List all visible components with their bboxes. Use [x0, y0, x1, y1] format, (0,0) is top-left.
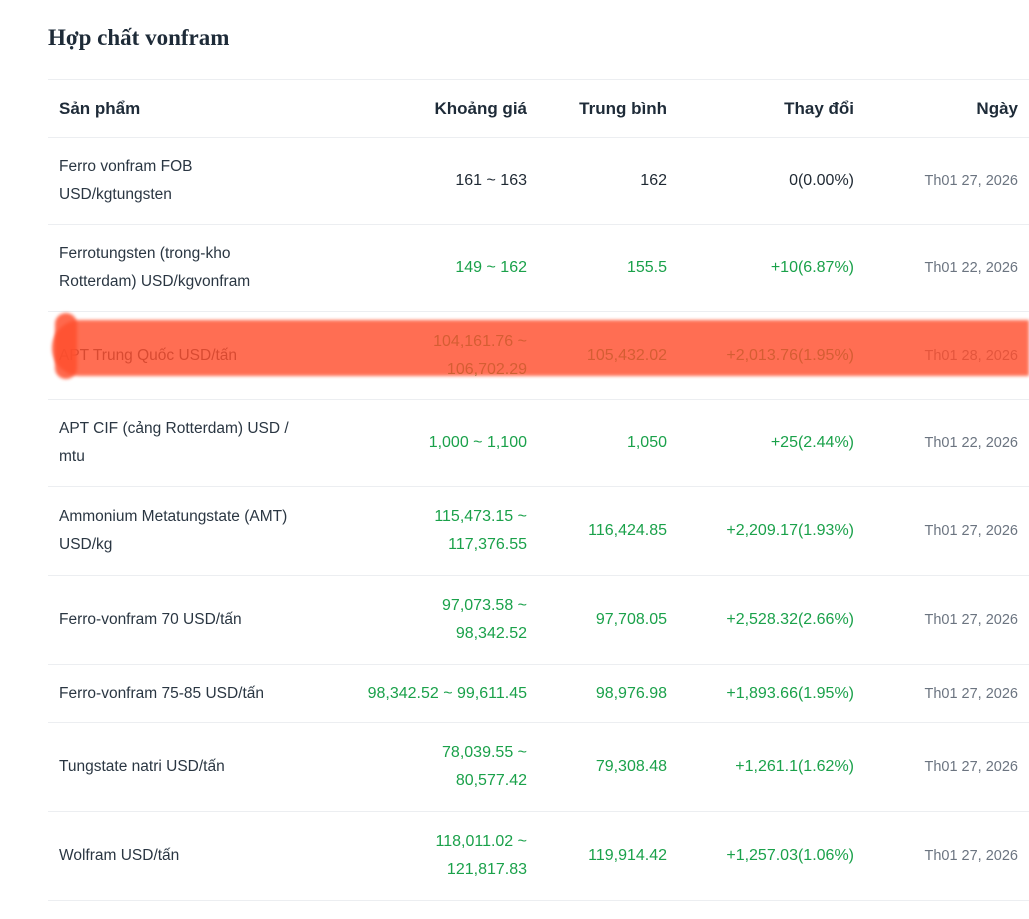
- price-range: 97,073.58 ~98,342.52: [442, 597, 527, 642]
- product-name[interactable]: APT Trung Quốc USD/tấn: [59, 346, 238, 364]
- price-range: 161 ~ 163: [455, 172, 527, 189]
- product-name[interactable]: Tungstate natri USD/tấn: [59, 758, 225, 775]
- product-name[interactable]: Ferrotungsten (trong-kho Rotterdam) USD/k…: [59, 245, 251, 290]
- table-row-highlighted[interactable]: APT Trung Quốc USD/tấn 104,161.76 ~106,7…: [48, 311, 1029, 399]
- table-row[interactable]: Ferrotungsten (trong-kho Rotterdam) USD/k…: [48, 224, 1029, 311]
- header-date: Ngày: [976, 98, 1018, 118]
- price-change: +2,528.32(2.66%): [726, 611, 854, 628]
- section-title: Hợp chất vonfram: [48, 25, 230, 50]
- price-range: 78,039.55 ~80,577.42: [442, 744, 527, 789]
- average-price: 79,308.48: [595, 758, 667, 775]
- product-name[interactable]: APT CIF (cảng Rotterdam) USD / mtu: [59, 420, 289, 465]
- average-price: 119,914.42: [588, 847, 667, 864]
- average-price: 98,976.98: [595, 684, 667, 702]
- average-price: 155.5: [626, 259, 667, 276]
- price-range: 149 ~ 162: [455, 259, 527, 276]
- price-change: +1,261.1(1.62%): [735, 758, 854, 775]
- price-change: +2,013.76(1.95%): [726, 346, 854, 364]
- price-change: +1,893.66(1.95%): [726, 684, 854, 702]
- product-name[interactable]: Ammonium Metatungstate (AMT) USD/kg: [59, 508, 288, 553]
- price-range: 118,011.02 ~121,817.83: [435, 833, 528, 878]
- header-price-range: Khoảng giá: [434, 98, 527, 118]
- product-name[interactable]: Ferro-vonfram 75-85 USD/tấn: [59, 684, 265, 702]
- price-date: Th01 27, 2026: [924, 848, 1018, 864]
- table-header: Sản phẩm Khoảng giá Trung bình Thay đổi …: [48, 79, 1029, 137]
- table-row[interactable]: Ferro-vonfram 75-85 USD/tấn 98,342.52 ~ …: [48, 664, 1029, 722]
- table-row[interactable]: APT CIF (cảng Rotterdam) USD / mtu 1,000 …: [48, 399, 1029, 486]
- table-row[interactable]: Wolfram USD/tấn 118,011.02 ~121,817.83 1…: [48, 811, 1029, 901]
- price-date: Th01 22, 2026: [924, 260, 1018, 276]
- product-name[interactable]: Wolfram USD/tấn: [59, 847, 180, 864]
- table-row[interactable]: Ferro-vonfram 70 USD/tấn 97,073.58 ~98,3…: [48, 575, 1029, 664]
- product-name[interactable]: Ferro vonfram FOB USD/kgtungsten: [59, 158, 193, 203]
- price-change: 0(0.00%): [789, 172, 854, 189]
- header-product: Sản phẩm: [59, 98, 141, 118]
- price-date: Th01 22, 2026: [924, 435, 1018, 451]
- header-average: Trung bình: [579, 98, 667, 118]
- price-change: +2,209.17(1.93%): [726, 522, 854, 539]
- average-price: 162: [640, 172, 667, 189]
- price-date: Th01 27, 2026: [924, 759, 1018, 775]
- price-range: 1,000 ~ 1,100: [428, 434, 527, 451]
- price-date: Th01 27, 2026: [924, 173, 1018, 189]
- price-date: Th01 27, 2026: [924, 612, 1018, 628]
- price-table: Sản phẩm Khoảng giá Trung bình Thay đổi …: [48, 79, 1029, 901]
- table-row[interactable]: Ammonium Metatungstate (AMT) USD/kg 115,4…: [48, 486, 1029, 575]
- price-date: Th01 27, 2026: [924, 685, 1018, 702]
- average-price: 97,708.05: [595, 611, 667, 628]
- price-change: +10(6.87%): [770, 259, 854, 276]
- product-name[interactable]: Ferro-vonfram 70 USD/tấn: [59, 611, 242, 628]
- price-range: 104,161.76 ~106,702.29: [433, 332, 527, 378]
- average-price: 1,050: [626, 434, 667, 451]
- table-row[interactable]: Ferro vonfram FOB USD/kgtungsten 161 ~ 16…: [48, 137, 1029, 224]
- price-range: 115,473.15 ~117,376.55: [434, 508, 527, 553]
- price-date: Th01 27, 2026: [924, 523, 1018, 539]
- price-date: Th01 28, 2026: [924, 347, 1018, 364]
- average-price: 105,432.02: [586, 346, 667, 364]
- price-change: +25(2.44%): [770, 434, 854, 451]
- price-change: +1,257.03(1.06%): [726, 847, 854, 864]
- average-price: 116,424.85: [588, 522, 667, 539]
- header-change: Thay đổi: [784, 98, 854, 118]
- table-row[interactable]: Tungstate natri USD/tấn 78,039.55 ~80,57…: [48, 722, 1029, 811]
- price-range: 98,342.52 ~ 99,611.45: [367, 684, 527, 702]
